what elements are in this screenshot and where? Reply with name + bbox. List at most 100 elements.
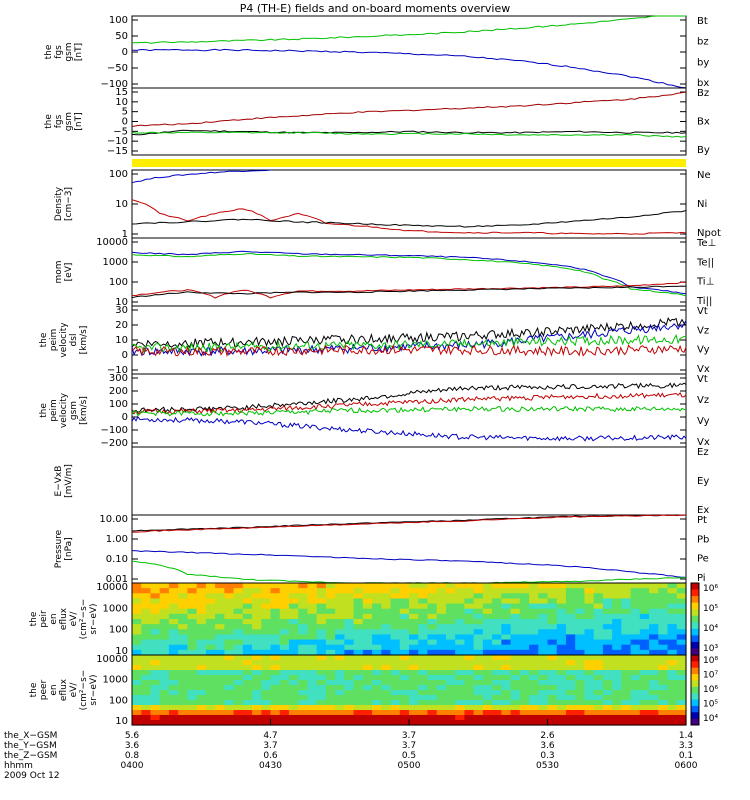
heatmap-cell <box>565 593 576 600</box>
heatmap-cell <box>270 593 281 600</box>
heatmap-cell <box>510 655 521 661</box>
heatmap-cell <box>372 720 382 726</box>
heatmap-cell <box>270 613 281 620</box>
y-tick-label: 1000 <box>103 257 128 268</box>
heatmap-cell <box>242 598 253 605</box>
heatmap-cell <box>455 588 465 594</box>
colorbar-segment <box>691 609 699 617</box>
heatmap-cell <box>621 598 632 605</box>
heatmap-cell <box>261 720 272 726</box>
heatmap-cell <box>141 593 152 600</box>
heatmap-cell <box>649 685 659 691</box>
heatmap-cell <box>436 649 447 656</box>
heatmap-cell <box>519 685 530 691</box>
heatmap-cell <box>445 705 456 711</box>
heatmap-cell <box>233 634 244 641</box>
heatmap-cell <box>399 649 410 656</box>
heatmap-cell <box>399 639 410 646</box>
heatmap-cell <box>205 603 216 610</box>
heatmap-cell <box>242 639 253 646</box>
heatmap-cell <box>325 695 336 701</box>
heatmap-cell <box>556 700 567 706</box>
y-tick-label: 50 <box>115 31 128 42</box>
heatmap-cell <box>288 665 299 671</box>
series-line <box>131 199 687 235</box>
heatmap-cell <box>612 710 622 716</box>
heatmap-cell <box>519 700 530 706</box>
heatmap-cell <box>602 680 613 686</box>
heatmap-cell <box>538 644 549 651</box>
heatmap-cell <box>492 670 502 676</box>
heatmap-cell <box>676 720 687 726</box>
heatmap-cell <box>325 639 336 646</box>
heatmap-cell <box>630 675 641 681</box>
heatmap-cell <box>436 608 447 615</box>
heatmap-cell <box>639 634 650 641</box>
heatmap-cell <box>409 629 419 636</box>
heatmap-cell <box>529 695 539 701</box>
heatmap-cell <box>501 619 512 625</box>
heatmap-cell <box>298 685 309 691</box>
legend-entry: By <box>697 145 710 156</box>
panel-frame <box>131 15 687 89</box>
heatmap-cell <box>427 619 438 625</box>
heatmap-cell <box>658 588 669 594</box>
colorbar-segment <box>691 693 699 701</box>
heatmap-cell <box>538 583 549 589</box>
heatmap-cell <box>344 670 355 676</box>
heatmap-cell <box>575 690 586 696</box>
heatmap-cell <box>565 583 576 589</box>
heatmap-cell <box>584 619 595 625</box>
heatmap-cell <box>242 624 253 630</box>
heatmap-cell <box>529 644 539 651</box>
heatmap-cell <box>159 705 170 711</box>
heatmap-cell <box>510 608 521 615</box>
heatmap-cell <box>307 634 318 641</box>
heatmap-cell <box>473 660 484 666</box>
heatmap-cell <box>427 655 438 661</box>
heatmap-cell <box>270 700 281 706</box>
heatmap-cell <box>335 655 345 661</box>
heatmap-cell <box>639 603 650 610</box>
heatmap-cell <box>325 649 336 656</box>
heatmap-cell <box>547 700 558 706</box>
heatmap-cell <box>464 700 475 706</box>
heatmap-cell <box>676 644 687 651</box>
heatmap-cell <box>187 685 198 691</box>
heatmap-cell <box>667 715 678 721</box>
heatmap-cell <box>445 675 456 681</box>
heatmap-cell <box>215 583 225 589</box>
heatmap-cell <box>205 655 216 661</box>
legend-entry: Bx <box>697 117 710 128</box>
heatmap-cell <box>519 690 530 696</box>
heatmap-cell <box>381 690 392 696</box>
heatmap-cell <box>529 588 539 594</box>
heatmap-cell <box>150 705 161 711</box>
heatmap-cell <box>270 649 281 656</box>
heatmap-cell <box>529 598 539 605</box>
heatmap-cell <box>547 660 558 666</box>
heatmap-cell <box>159 593 170 600</box>
heatmap-cell <box>565 644 576 651</box>
y-axis-label: Density <box>54 186 64 221</box>
heatmap-cell <box>224 680 235 686</box>
heatmap-cell <box>215 685 225 691</box>
heatmap-cell <box>316 598 327 605</box>
heatmap-cell <box>547 649 558 656</box>
y-axis-label: (cm²−s− <box>79 670 89 711</box>
heatmap-cell <box>307 588 318 594</box>
heatmap-cell <box>316 705 327 711</box>
heatmap-cell <box>288 670 299 676</box>
heatmap-cell <box>529 665 539 671</box>
heatmap-cell <box>510 624 521 630</box>
heatmap-cell <box>602 695 613 701</box>
heatmap-cell <box>455 670 465 676</box>
heatmap-cell <box>538 608 549 615</box>
heatmap-cell <box>316 613 327 620</box>
heatmap-cell <box>464 690 475 696</box>
heatmap-cell <box>436 603 447 610</box>
heatmap-cell <box>639 598 650 605</box>
colorbar-segment <box>691 712 699 720</box>
heatmap-cell <box>362 588 373 594</box>
heatmap-cell <box>575 634 586 641</box>
